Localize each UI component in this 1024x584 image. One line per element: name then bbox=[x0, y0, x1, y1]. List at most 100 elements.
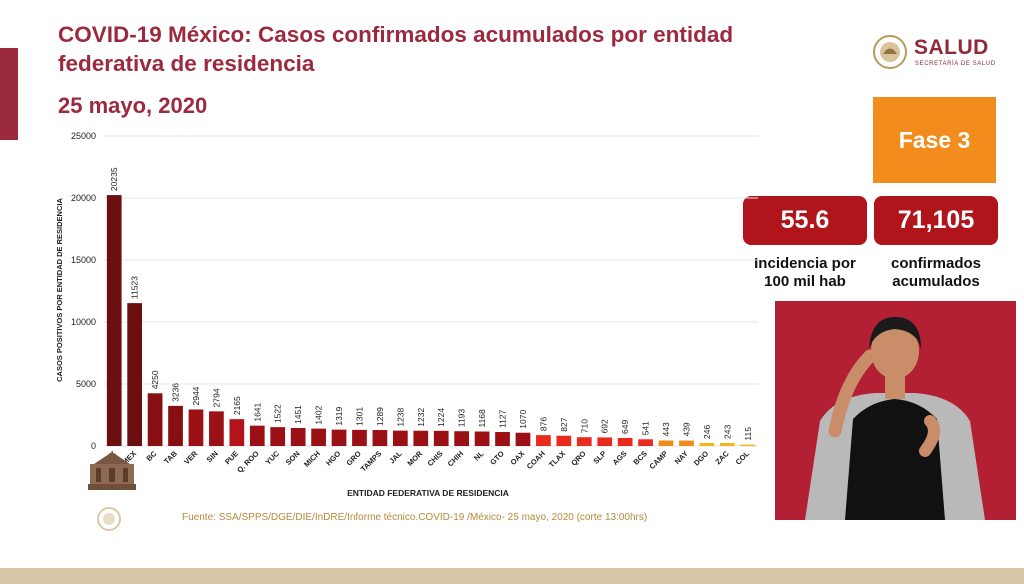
bar bbox=[576, 437, 592, 446]
bar-value-label: 541 bbox=[641, 421, 651, 435]
bar-value-label: 115 bbox=[743, 427, 753, 441]
national-seal-icon bbox=[873, 35, 907, 69]
bar-value-label: 1451 bbox=[293, 405, 303, 424]
y-tick-label: 20000 bbox=[71, 193, 96, 203]
bar-value-label: 2944 bbox=[191, 386, 201, 405]
side-accent-bar bbox=[0, 48, 18, 140]
bar-value-label: 1522 bbox=[273, 404, 283, 423]
sign-language-interpreter-video bbox=[775, 301, 1016, 520]
bar bbox=[229, 419, 245, 446]
bar bbox=[372, 430, 388, 446]
bar-value-label: 4250 bbox=[150, 370, 160, 389]
bar bbox=[168, 405, 183, 446]
page-title: COVID-19 México: Casos confirmados acumu… bbox=[58, 22, 734, 76]
data-labels: 20235 11523 4250 3236 2944 2794 2165 1641 1522 14… bbox=[109, 167, 753, 440]
bar bbox=[209, 411, 224, 446]
source-note: Fuente: SSA/SPPS/DGE/DIE/InDRE/Informe t… bbox=[182, 512, 648, 523]
x-tick-label: PUE bbox=[223, 449, 240, 466]
bar-value-label: 1168 bbox=[477, 409, 487, 428]
bar-value-label: 692 bbox=[600, 419, 610, 433]
bar bbox=[617, 437, 633, 446]
bar bbox=[249, 425, 265, 446]
bar bbox=[454, 431, 470, 446]
x-tick-label: YUC bbox=[264, 449, 282, 467]
bar bbox=[127, 303, 143, 446]
bar bbox=[106, 195, 122, 446]
bar bbox=[679, 440, 694, 446]
x-tick-label: ZAC bbox=[713, 449, 731, 467]
bar-value-label: 827 bbox=[559, 417, 569, 431]
x-axis-ticks: CDMXMEXBCTABVERSINPUEQ. ROOYUCSONMICHHGO… bbox=[96, 449, 752, 475]
bar-value-label: 649 bbox=[620, 419, 630, 433]
x-tick-label: CAMP bbox=[647, 449, 669, 471]
bar-value-label: 2165 bbox=[232, 396, 242, 415]
incidence-label: Incidencia por 100 mil hab bbox=[754, 255, 856, 290]
interpreter-figure bbox=[805, 317, 985, 520]
bar bbox=[495, 432, 510, 446]
y-tick-label: 15000 bbox=[71, 255, 96, 265]
y-axis-ticks: 0 5000 10000 15000 20000 25000 bbox=[71, 131, 96, 451]
bar bbox=[474, 431, 490, 446]
bar bbox=[413, 430, 429, 446]
x-axis-label: ENTIDAD FEDERATIVA DE RESIDENCIA bbox=[347, 488, 509, 498]
bar bbox=[331, 429, 347, 446]
x-tick-label: OAX bbox=[509, 449, 527, 467]
x-tick-label: DGO bbox=[692, 449, 711, 468]
bar bbox=[719, 442, 735, 446]
monument-illustration bbox=[88, 452, 136, 490]
logo-name: SALUD bbox=[914, 36, 989, 59]
bar-value-label: 246 bbox=[702, 424, 712, 438]
x-tick-label: JAL bbox=[387, 449, 404, 466]
bar-value-label: 1319 bbox=[334, 406, 344, 425]
bar-value-label: 1193 bbox=[457, 409, 467, 428]
y-tick-label: 0 bbox=[91, 441, 96, 451]
bar-value-label: 443 bbox=[661, 422, 671, 436]
bar-value-label: 3236 bbox=[171, 383, 181, 402]
footer-band bbox=[0, 568, 1024, 584]
bar-value-label: 1641 bbox=[252, 402, 262, 421]
bar-value-label: 1127 bbox=[498, 409, 508, 428]
bar-chart: 0 5000 10000 15000 20000 25000 20235 11523 4250… bbox=[55, 131, 758, 498]
bar bbox=[188, 409, 204, 446]
chart-gridlines bbox=[104, 135, 758, 447]
bar bbox=[597, 437, 613, 446]
x-tick-label: HGO bbox=[324, 449, 343, 468]
x-tick-label: MICH bbox=[302, 449, 322, 469]
bar bbox=[658, 440, 674, 446]
x-tick-label: BC bbox=[144, 449, 158, 463]
bar-value-label: 1070 bbox=[518, 410, 528, 429]
x-tick-label: COL bbox=[734, 449, 752, 467]
bar bbox=[638, 439, 653, 446]
x-tick-label: TAB bbox=[162, 449, 179, 466]
confirmed-value: 71,105 bbox=[874, 196, 998, 245]
bar-value-label: 2794 bbox=[211, 388, 221, 407]
bar bbox=[433, 430, 449, 446]
seal-watermark-icon bbox=[97, 507, 121, 531]
x-tick-label: CHIH bbox=[446, 449, 465, 468]
bar-value-label: 243 bbox=[722, 425, 732, 439]
bar bbox=[147, 393, 163, 446]
bar bbox=[290, 428, 306, 446]
x-tick-label: COAH bbox=[525, 449, 547, 471]
bar bbox=[536, 435, 551, 446]
x-tick-label: NAY bbox=[673, 449, 690, 466]
bar bbox=[515, 432, 531, 446]
report-date: 25 mayo, 2020 bbox=[58, 93, 208, 118]
bar bbox=[311, 428, 326, 446]
y-tick-label: 25000 bbox=[71, 131, 96, 141]
x-tick-label: SON bbox=[284, 449, 302, 467]
x-tick-label: AGS bbox=[611, 449, 629, 467]
bar-value-label: 876 bbox=[538, 417, 548, 431]
x-tick-label: CHIS bbox=[426, 449, 445, 468]
bar-value-label: 1289 bbox=[375, 407, 385, 426]
bar bbox=[392, 430, 408, 446]
y-tick-label: 5000 bbox=[76, 379, 96, 389]
phase-badge: Fase 3 bbox=[873, 97, 996, 183]
chart-bars bbox=[106, 195, 756, 446]
salud-logo: SALUD SECRETARÍA DE SALUD bbox=[872, 34, 1002, 74]
x-tick-label: GTO bbox=[488, 449, 506, 467]
bar bbox=[270, 427, 286, 446]
confirmed-label: confirmados acumulados bbox=[890, 255, 981, 290]
logo-subtitle: SECRETARÍA DE SALUD bbox=[915, 61, 996, 67]
bar-value-label: 1301 bbox=[354, 407, 364, 426]
